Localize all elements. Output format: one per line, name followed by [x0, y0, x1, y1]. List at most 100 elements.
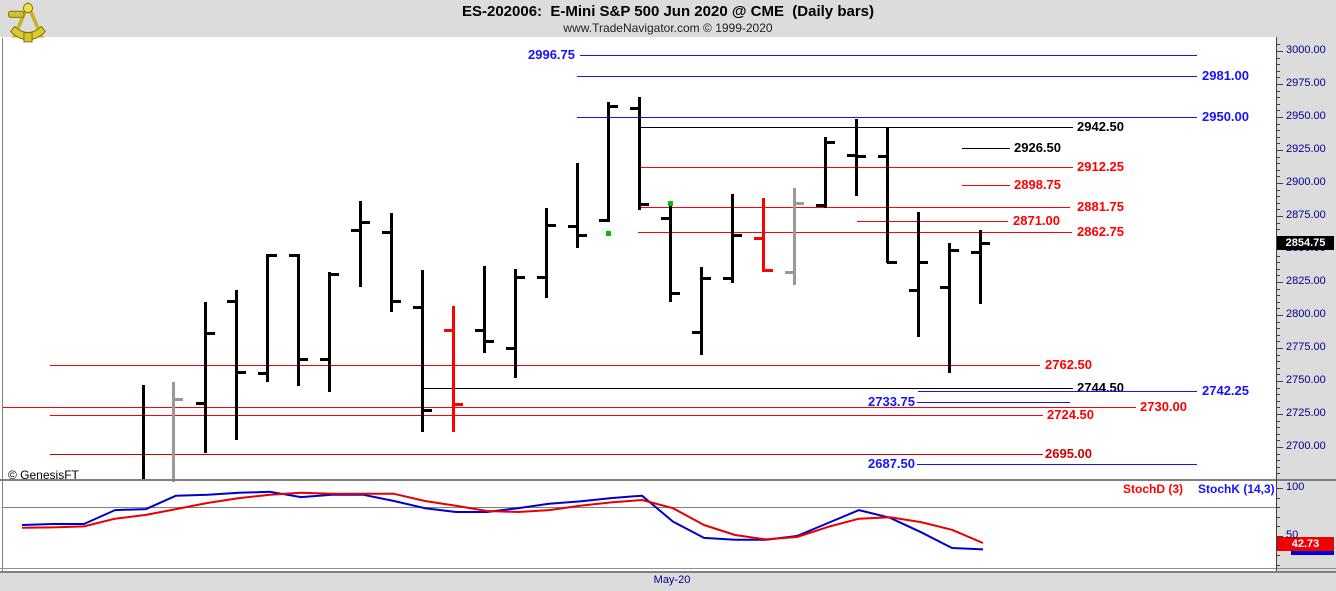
price-level-label: 2695.00	[1045, 446, 1092, 461]
price-level-line[interactable]	[3, 407, 1136, 408]
axis-tick	[1276, 282, 1283, 283]
axis-tick	[1276, 555, 1280, 556]
ohlc-bar[interactable]	[328, 272, 331, 392]
axis-tick	[1276, 91, 1280, 92]
stochd-indicator-label: StochD (3)	[1123, 482, 1183, 496]
ohlc-close-tick	[360, 221, 370, 224]
price-level-line[interactable]	[50, 454, 1043, 455]
price-level-label: 2926.50	[1014, 140, 1061, 155]
ohlc-bar[interactable]	[514, 269, 517, 378]
axis-label: 2875.00	[1286, 209, 1326, 221]
axis-tick	[1276, 143, 1280, 144]
axis-border	[1276, 37, 1277, 571]
panel-bottom-border	[0, 568, 1336, 569]
axis-tick	[1276, 341, 1280, 342]
price-level-line[interactable]	[917, 464, 1197, 465]
ohlc-bar[interactable]	[390, 213, 393, 312]
price-level-line[interactable]	[639, 207, 1070, 208]
ohlc-open-tick	[227, 300, 237, 303]
axis-tick	[1276, 427, 1280, 428]
axis-tick	[1276, 381, 1283, 382]
price-level-line[interactable]	[962, 148, 1010, 149]
axis-tick	[1276, 256, 1280, 257]
ohlc-close-tick	[825, 141, 835, 144]
ohlc-open-tick	[692, 331, 702, 334]
ohlc-close-tick	[670, 292, 680, 295]
axis-tick	[1276, 51, 1283, 52]
price-level-line[interactable]	[577, 76, 1197, 77]
ohlc-bar[interactable]	[979, 230, 982, 304]
ohlc-bar[interactable]	[545, 208, 548, 298]
ohlc-bar[interactable]	[793, 188, 796, 285]
ohlc-bar[interactable]	[297, 254, 300, 386]
axis-tick	[1276, 454, 1280, 455]
price-level-label: 2881.75	[1077, 199, 1124, 214]
ohlc-open-tick	[878, 155, 888, 158]
axis-tick	[1276, 361, 1280, 362]
ohlc-bar[interactable]	[948, 243, 951, 373]
ohlc-bar[interactable]	[731, 194, 734, 283]
axis-tick	[1276, 157, 1280, 158]
ohlc-bar[interactable]	[576, 163, 579, 248]
ohlc-close-tick	[701, 277, 711, 280]
axis-tick	[1276, 117, 1283, 118]
price-axis[interactable]	[1277, 37, 1336, 571]
ohlc-bar[interactable]	[142, 385, 145, 480]
ohlc-bar[interactable]	[235, 290, 238, 440]
axis-tick	[1276, 517, 1280, 518]
price-level-line[interactable]	[580, 55, 1197, 56]
ohlc-bar[interactable]	[452, 306, 455, 432]
stoch-axis-label-50: 50	[1286, 529, 1299, 541]
ohlc-close-tick	[453, 403, 463, 406]
ohlc-bar[interactable]	[204, 302, 207, 453]
ohlc-bar[interactable]	[669, 202, 672, 302]
ohlc-open-tick	[475, 329, 485, 332]
ohlc-bar[interactable]	[886, 128, 889, 263]
ohlc-bar[interactable]	[762, 198, 765, 272]
ohlc-bar[interactable]	[607, 102, 610, 222]
ohlc-close-tick	[608, 105, 618, 108]
axis-tick	[1276, 498, 1280, 499]
ohlc-bar[interactable]	[700, 267, 703, 355]
ohlc-close-tick	[422, 409, 432, 412]
stochastics-panel[interactable]	[3, 480, 1276, 572]
price-level-line[interactable]	[917, 402, 1070, 403]
stoch-axis-label-100: 100	[1286, 481, 1305, 493]
ohlc-open-tick	[630, 107, 640, 110]
price-level-line[interactable]	[50, 415, 1043, 416]
ohlc-bar[interactable]	[483, 266, 486, 353]
price-level-line[interactable]	[422, 388, 1073, 389]
watermark: © GenesisFT	[8, 468, 79, 482]
price-level-line[interactable]	[638, 232, 1072, 233]
ohlc-close-tick	[577, 234, 587, 237]
axis-tick	[1276, 348, 1283, 349]
ohlc-open-tick	[258, 372, 268, 375]
price-level-line[interactable]	[962, 185, 1010, 186]
axis-tick	[1276, 421, 1280, 422]
axis-tick	[1276, 368, 1280, 369]
title-band	[0, 0, 1336, 37]
ohlc-bar[interactable]	[638, 97, 641, 210]
price-level-line[interactable]	[857, 221, 1008, 222]
ohlc-bar[interactable]	[359, 201, 362, 287]
panel-divider[interactable]	[0, 479, 1336, 481]
ohlc-bar[interactable]	[917, 212, 920, 337]
chart-title: ES-202006: E-Mini S&P 500 Jun 2020 @ CME…	[461, 3, 874, 20]
axis-tick	[1276, 203, 1280, 204]
ohlc-bar[interactable]	[172, 382, 175, 482]
axis-tick	[1276, 196, 1280, 197]
ohlc-bar[interactable]	[421, 270, 424, 432]
axis-label: 2950.00	[1286, 110, 1326, 122]
ohlc-open-tick	[320, 358, 330, 361]
ohlc-bar[interactable]	[824, 137, 827, 208]
price-level-line[interactable]	[577, 117, 1197, 118]
price-level-line[interactable]	[50, 365, 1040, 366]
axis-label: 2725.00	[1286, 407, 1326, 419]
ohlc-bar[interactable]	[266, 254, 269, 382]
price-level-label: 2762.50	[1045, 357, 1092, 372]
ohlc-close-tick	[391, 300, 401, 303]
axis-tick	[1276, 84, 1283, 85]
price-level-line[interactable]	[918, 391, 1197, 392]
axis-tick	[1276, 216, 1283, 217]
